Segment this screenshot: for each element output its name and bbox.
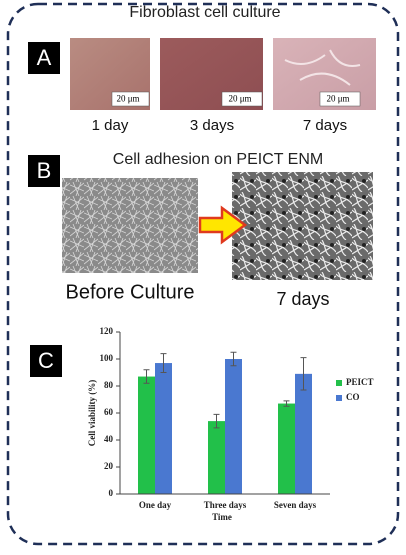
error-bar — [230, 351, 237, 367]
frame — [6, 2, 400, 546]
x-tick-label: One day — [139, 500, 172, 510]
error-bar — [213, 413, 220, 429]
scale-label: 20 μm — [116, 94, 139, 104]
scale-label: 20 μm — [326, 94, 349, 104]
arrow — [198, 205, 248, 245]
x-axis-title: Time — [212, 512, 232, 522]
sem-image — [62, 178, 198, 273]
panel-title: Cell adhesion on PEICT ENM — [113, 151, 323, 168]
y-tick-label: 120 — [100, 326, 114, 336]
sem-image — [232, 172, 373, 280]
y-tick-label: 0 — [109, 488, 114, 498]
caption: 7 days — [303, 117, 347, 134]
y-axis-title: Cell viability (%) — [87, 380, 97, 447]
bar — [138, 376, 155, 494]
scale-label: 20 μm — [228, 94, 251, 104]
panel-title: Fibroblast cell culture — [129, 4, 280, 21]
scale-bars — [111, 91, 361, 107]
legend-label: PEICT — [346, 377, 374, 387]
caption: 7 days — [276, 289, 329, 309]
x-tick-label: Three days — [204, 500, 247, 510]
x-tick-label: Seven days — [274, 500, 317, 510]
bar — [295, 373, 312, 494]
caption: 3 days — [190, 117, 234, 134]
error-bar — [160, 353, 167, 373]
y-tick-label: 60 — [104, 407, 114, 417]
error-bar — [300, 357, 307, 391]
y-tick-label: 40 — [104, 434, 114, 444]
chart: 0 20 40 60 80 100 120 One day Three days Seven da… — [100, 326, 374, 510]
caption: Before Culture — [66, 281, 195, 303]
bar — [225, 359, 242, 494]
error-bar — [283, 400, 290, 407]
error-bar — [143, 369, 150, 384]
cells — [284, 49, 361, 86]
caption: 1 day — [92, 117, 129, 134]
y-tick-label: 100 — [100, 353, 114, 363]
panel-label: C — [38, 348, 54, 373]
y-tick-label: 80 — [104, 380, 114, 390]
panel-label: B — [37, 158, 52, 183]
panel-label-box — [28, 155, 60, 187]
bar — [278, 403, 295, 494]
legend-label: CO — [346, 392, 360, 402]
panel-label-box — [28, 42, 60, 74]
legend-swatch — [336, 395, 342, 401]
panel-label-box — [30, 345, 62, 377]
bar — [208, 421, 225, 494]
bar — [155, 363, 172, 494]
legend-swatch — [336, 380, 342, 386]
y-tick-label: 20 — [104, 461, 114, 471]
panel-label: A — [37, 45, 52, 70]
